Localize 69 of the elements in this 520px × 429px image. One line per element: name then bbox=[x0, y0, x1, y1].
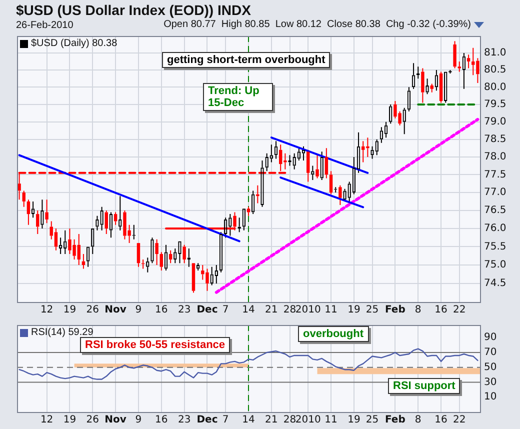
x-tick-label: 25 bbox=[366, 414, 379, 426]
annotation: overbought bbox=[298, 326, 368, 342]
x-tick-label: 22 bbox=[453, 414, 466, 426]
x-tick-label: 19 bbox=[348, 304, 360, 316]
y-tick-label: 79.5 bbox=[484, 99, 506, 110]
x-tick-label: 23 bbox=[178, 414, 191, 426]
y-tick-label: 77.0 bbox=[484, 187, 506, 198]
x-tick-label: 28 bbox=[283, 414, 296, 426]
y-tick-label: 50 bbox=[484, 362, 497, 373]
x-tick-label: 16 bbox=[155, 304, 168, 316]
x-tick-label: 11 bbox=[324, 304, 338, 316]
annotation: getting short-term overbought bbox=[162, 52, 330, 68]
legend-label: RSI(14) 59.29 bbox=[31, 327, 94, 338]
y-tick-label: 78.5 bbox=[484, 134, 506, 145]
x-tick-label: 9 bbox=[135, 304, 142, 316]
legend-label: $USD (Daily) 80.38 bbox=[31, 38, 118, 49]
x-tick-label: Dec bbox=[196, 304, 218, 316]
y-tick-label: 80.5 bbox=[484, 64, 506, 76]
x-tick-label: 19 bbox=[63, 414, 76, 426]
x-tick-label: 8 bbox=[414, 414, 422, 426]
y-tick-label: 74.5 bbox=[484, 278, 506, 290]
x-tick-label: 23 bbox=[178, 304, 191, 316]
y-tick-label: 10 bbox=[484, 392, 497, 403]
x-tick-label: 21 bbox=[265, 414, 278, 426]
chart-title: $USD (US Dollar Index (EOD)) INDX bbox=[16, 2, 251, 18]
x-tick-label: 26 bbox=[86, 414, 100, 426]
y-tick-label: 79.0 bbox=[484, 116, 506, 128]
y-tick-label: 77.5 bbox=[484, 169, 506, 180]
x-tick-label: 16 bbox=[155, 414, 168, 426]
x-tick-label: 2010 bbox=[295, 414, 321, 426]
x-tick-label: 26 bbox=[86, 304, 100, 316]
y-tick-label: 75.0 bbox=[484, 260, 506, 271]
x-tick-label: 12 bbox=[40, 414, 54, 426]
x-tick-label: 2010 bbox=[295, 304, 321, 316]
annotation: Trend: Up 15-Dec bbox=[203, 83, 273, 111]
y-tick-label: 75.5 bbox=[484, 241, 506, 252]
chart-subtitle: 26-Feb-2010 bbox=[16, 20, 74, 31]
y-tick-label: 76.0 bbox=[484, 223, 506, 234]
y-tick-label: 80.0 bbox=[484, 82, 506, 93]
y-tick-label: 81.0 bbox=[484, 48, 506, 59]
x-tick-label: 21 bbox=[265, 304, 278, 316]
x-tick-label: 19 bbox=[63, 304, 76, 316]
x-tick-label: 28 bbox=[283, 304, 296, 316]
x-tick-label: 16 bbox=[434, 414, 448, 426]
y-tick-label: 76.5 bbox=[484, 205, 506, 216]
x-tick-label: Nov bbox=[104, 304, 127, 316]
y-tick-label: 78.0 bbox=[484, 152, 506, 163]
y-tick-label: 30 bbox=[484, 376, 497, 388]
x-tick-label: 8 bbox=[414, 304, 422, 316]
y-tick-label: 90 bbox=[484, 332, 497, 344]
x-tick-label: 11 bbox=[324, 414, 338, 426]
x-tick-label: 7 bbox=[222, 414, 229, 426]
x-tick-label: 9 bbox=[135, 414, 142, 426]
x-tick-label: 14 bbox=[242, 414, 255, 426]
annotation: RSI broke 50-55 resistance bbox=[80, 337, 230, 353]
x-tick-label: 22 bbox=[453, 304, 466, 316]
x-tick-label: 14 bbox=[242, 304, 255, 316]
x-tick-label: Dec bbox=[196, 414, 218, 426]
x-tick-label: 12 bbox=[40, 304, 54, 316]
x-tick-label: 25 bbox=[366, 304, 379, 316]
x-tick-label: Feb bbox=[385, 414, 406, 426]
x-tick-label: 7 bbox=[222, 304, 229, 316]
y-tick-label: 70 bbox=[484, 347, 497, 358]
x-tick-label: 16 bbox=[434, 304, 448, 316]
x-tick-label: Nov bbox=[104, 414, 127, 426]
x-tick-label: Feb bbox=[385, 304, 406, 316]
text: Open 80.77 High 80.85 Low 80.12 Close 80.38 Chg -0.32 (-0.39%) bbox=[164, 19, 471, 30]
annotation: RSI support bbox=[388, 378, 460, 394]
x-tick-label: 19 bbox=[348, 414, 360, 426]
